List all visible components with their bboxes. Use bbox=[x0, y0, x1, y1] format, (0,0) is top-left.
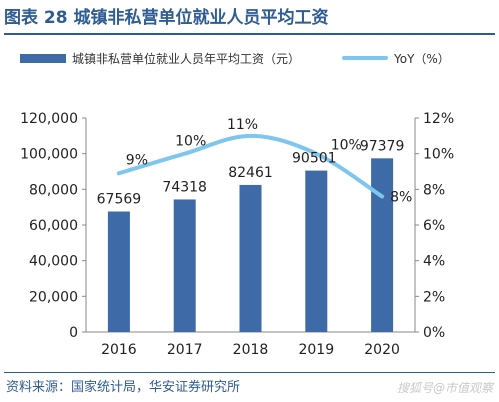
line-data-label: 11% bbox=[227, 117, 258, 133]
y-left-tick-label: 20,000 bbox=[29, 289, 78, 305]
y-left-tick-label: 120,000 bbox=[20, 111, 78, 127]
bar bbox=[107, 211, 130, 332]
y-left-tick-label: 100,000 bbox=[20, 147, 78, 163]
legend-item-line: YoY（%） bbox=[342, 46, 450, 70]
bar-data-label: 97379 bbox=[360, 138, 405, 154]
legend-swatch-line bbox=[342, 56, 388, 60]
figure-title: 图表 28 城镇非私营单位就业人员平均工资 bbox=[4, 8, 329, 28]
y-right-tick-label: 2% bbox=[423, 289, 445, 305]
y-left-tick-label: 0 bbox=[69, 325, 78, 341]
yoy-line bbox=[116, 133, 385, 199]
line-data-label: 10% bbox=[331, 138, 362, 154]
y-right-tick-label: 4% bbox=[423, 254, 445, 270]
title-divider bbox=[4, 33, 495, 35]
y-right-tick-label: 6% bbox=[423, 218, 445, 234]
chart-canvas: 0 20,000 40,000 60,000 80,000 100,000 120,000 0… bbox=[20, 111, 454, 358]
y-right-tick-label: 8% bbox=[423, 182, 445, 198]
watermark: 搜狐号@市值观察 bbox=[396, 381, 493, 395]
x-tick-label: 2017 bbox=[167, 342, 203, 358]
bar-data-label: 90501 bbox=[292, 151, 337, 167]
bar-data-label: 67569 bbox=[97, 192, 142, 208]
x-tick-label: 2019 bbox=[298, 342, 334, 358]
x-tick-label: 2020 bbox=[364, 342, 400, 358]
y-right-tick-label: 0% bbox=[423, 325, 445, 341]
x-tick-label: 2016 bbox=[101, 342, 137, 358]
y-left-tick-label: 80,000 bbox=[29, 182, 78, 198]
bar-data-label: 74318 bbox=[162, 179, 207, 195]
bar bbox=[305, 170, 328, 332]
y-right-tick-label: 10% bbox=[423, 147, 454, 163]
bar bbox=[173, 199, 196, 332]
legend-label-line: YoY（%） bbox=[394, 51, 450, 66]
legend-swatch-bar bbox=[20, 53, 66, 63]
bar-data-label: 82461 bbox=[228, 165, 273, 181]
x-tick-label: 2018 bbox=[233, 342, 269, 358]
y-left-tick-label: 40,000 bbox=[29, 254, 78, 270]
y-left-tick-label: 60,000 bbox=[29, 218, 78, 234]
line-data-label: 8% bbox=[390, 189, 412, 205]
source-divider bbox=[4, 372, 495, 373]
bar bbox=[371, 158, 394, 332]
legend-label-bar: 城镇非私营单位就业人员年平均工资（元） bbox=[72, 51, 301, 66]
line-data-label: 9% bbox=[126, 152, 148, 168]
bar bbox=[239, 184, 262, 332]
line-data-label: 10% bbox=[175, 134, 206, 150]
chart-legend: 城镇非私营单位就业人员年平均工资（元） YoY（%） bbox=[20, 46, 490, 70]
legend-item-bar: 城镇非私营单位就业人员年平均工资（元） bbox=[20, 46, 300, 70]
y-right-tick-label: 12% bbox=[423, 111, 454, 127]
source-note: 资料来源：国家统计局，华安证券研究所 bbox=[6, 380, 241, 395]
